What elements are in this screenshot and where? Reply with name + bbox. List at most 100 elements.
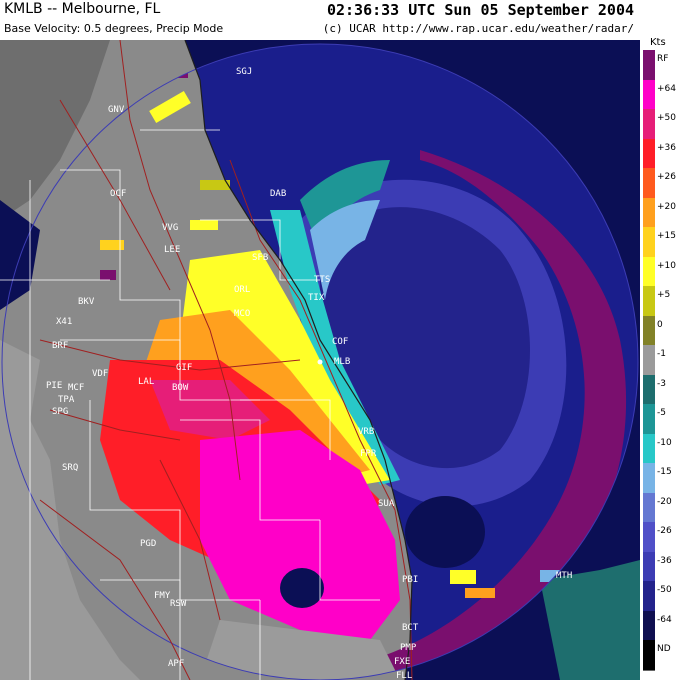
legend-swatch: [643, 256, 655, 287]
station-label: ORL: [234, 285, 250, 295]
legend-label: -1: [657, 349, 666, 359]
legend-swatch: [643, 50, 655, 81]
station-label: SFB: [252, 253, 268, 263]
station-label: VVG: [162, 223, 178, 233]
radar-map: SGJ GNV OCF DAB VVG LEE SFB TTS TIX ORL …: [0, 40, 640, 680]
legend-item: -15: [640, 463, 680, 494]
legend-label: +20: [657, 201, 676, 212]
station-label: PBI: [402, 575, 418, 585]
legend-item: +15: [640, 227, 680, 258]
legend-item: -50: [640, 581, 680, 612]
station-label: GIF: [176, 363, 192, 373]
legend-swatch: [643, 109, 655, 140]
legend-item: -1: [640, 345, 680, 376]
product-description: Base Velocity: 0.5 degrees, Precip Mode: [4, 22, 224, 35]
legend-item: -64: [640, 610, 680, 641]
station-label: GNV: [108, 105, 125, 115]
station-label: FLL: [396, 671, 412, 680]
legend-item: RF: [640, 50, 680, 81]
legend-swatch: [643, 433, 655, 464]
station-label: MCF: [68, 383, 84, 393]
station-label: MLB: [334, 357, 350, 367]
station-label: FPR: [360, 449, 377, 459]
legend-item: +10: [640, 256, 680, 287]
station-title: KMLB -- Melbourne, FL: [4, 1, 161, 17]
legend-swatch: [643, 610, 655, 641]
station-label: BCT: [402, 623, 419, 633]
radar-site-marker: [317, 359, 323, 365]
legend-swatch: [643, 374, 655, 405]
station-label: SGJ: [236, 67, 252, 77]
legend-swatch: [643, 345, 655, 376]
legend-swatch: [643, 581, 655, 612]
legend-label: -5: [657, 408, 666, 418]
legend-label: -20: [657, 496, 672, 507]
station-label: BRF: [52, 341, 68, 351]
legend-label: +36: [657, 142, 676, 153]
legend-label: -50: [657, 585, 672, 595]
legend-label: -64: [657, 614, 672, 625]
legend-swatch: [643, 138, 655, 169]
timestamp: 02:36:33 UTC Sun 05 September 2004: [326, 1, 634, 19]
legend-label: +5: [657, 290, 671, 300]
legend-item: ND: [640, 640, 680, 671]
legend-label: RF: [657, 54, 669, 64]
legend-swatch: [643, 640, 655, 671]
legend-units: Kts: [650, 37, 666, 48]
station-label: SUA: [378, 499, 395, 509]
legend-item: +50: [640, 109, 680, 140]
county-lines: [0, 129, 380, 680]
legend-swatch: [643, 197, 655, 228]
station-label: PGD: [140, 539, 156, 549]
legend-item: +36: [640, 138, 680, 169]
station-label: LEE: [164, 245, 180, 255]
legend-swatch: [643, 551, 655, 582]
legend-swatch: [643, 227, 655, 258]
legend-swatch: [643, 168, 655, 199]
legend-item: -20: [640, 492, 680, 523]
legend-item: +20: [640, 197, 680, 228]
legend-label: -3: [657, 378, 666, 389]
legend-label: +10: [657, 260, 676, 271]
legend-item: +26: [640, 168, 680, 199]
station-labels: SGJ GNV OCF DAB VVG LEE SFB TTS TIX ORL …: [46, 67, 572, 680]
legend-label: +50: [657, 113, 676, 123]
legend-item: -3: [640, 374, 680, 405]
station-label: RSW: [170, 599, 187, 609]
legend-item: -36: [640, 551, 680, 582]
velocity-legend: Kts RF +64 +50 +36 +26 +20 +15 +10 +5 0 -1 -3 -5 -10-…: [640, 37, 680, 680]
station-label: COF: [332, 337, 348, 347]
legend-label: -36: [657, 555, 672, 566]
station-label: SRQ: [62, 463, 78, 473]
legend-swatch: [643, 404, 655, 435]
legend-label: +15: [657, 231, 676, 241]
station-label: SPG: [52, 407, 68, 417]
station-label: LAL: [138, 377, 154, 387]
legend-item: +64: [640, 79, 680, 110]
legend-label: -15: [657, 467, 672, 477]
station-label: MTH: [556, 571, 572, 581]
legend-label: +64: [657, 83, 676, 94]
legend-item: -5: [640, 404, 680, 435]
legend-label: ND: [657, 644, 671, 654]
legend-swatch: [643, 79, 655, 110]
legend-swatch: [643, 522, 655, 553]
legend-label: -26: [657, 526, 672, 536]
legend-swatch: [643, 286, 655, 317]
legend-swatch: [643, 492, 655, 523]
range-circle: [1, 43, 639, 680]
station-label: TTS: [314, 275, 330, 285]
station-label: FMY: [154, 591, 171, 601]
station-label: MCO: [234, 309, 250, 319]
velocity-echoes: [100, 70, 627, 680]
legend-item: -26: [640, 522, 680, 553]
station-label: FXE: [394, 657, 410, 667]
station-label: BKV: [78, 297, 95, 307]
station-label: APF: [168, 659, 184, 669]
station-label: PMP: [400, 643, 417, 653]
legend-label: -10: [657, 437, 672, 448]
credit-url: (c) UCAR http://www.rap.ucar.edu/weather…: [322, 22, 634, 35]
legend-item: -10: [640, 433, 680, 464]
station-label: BOW: [172, 383, 189, 393]
station-label: OCF: [110, 189, 126, 199]
